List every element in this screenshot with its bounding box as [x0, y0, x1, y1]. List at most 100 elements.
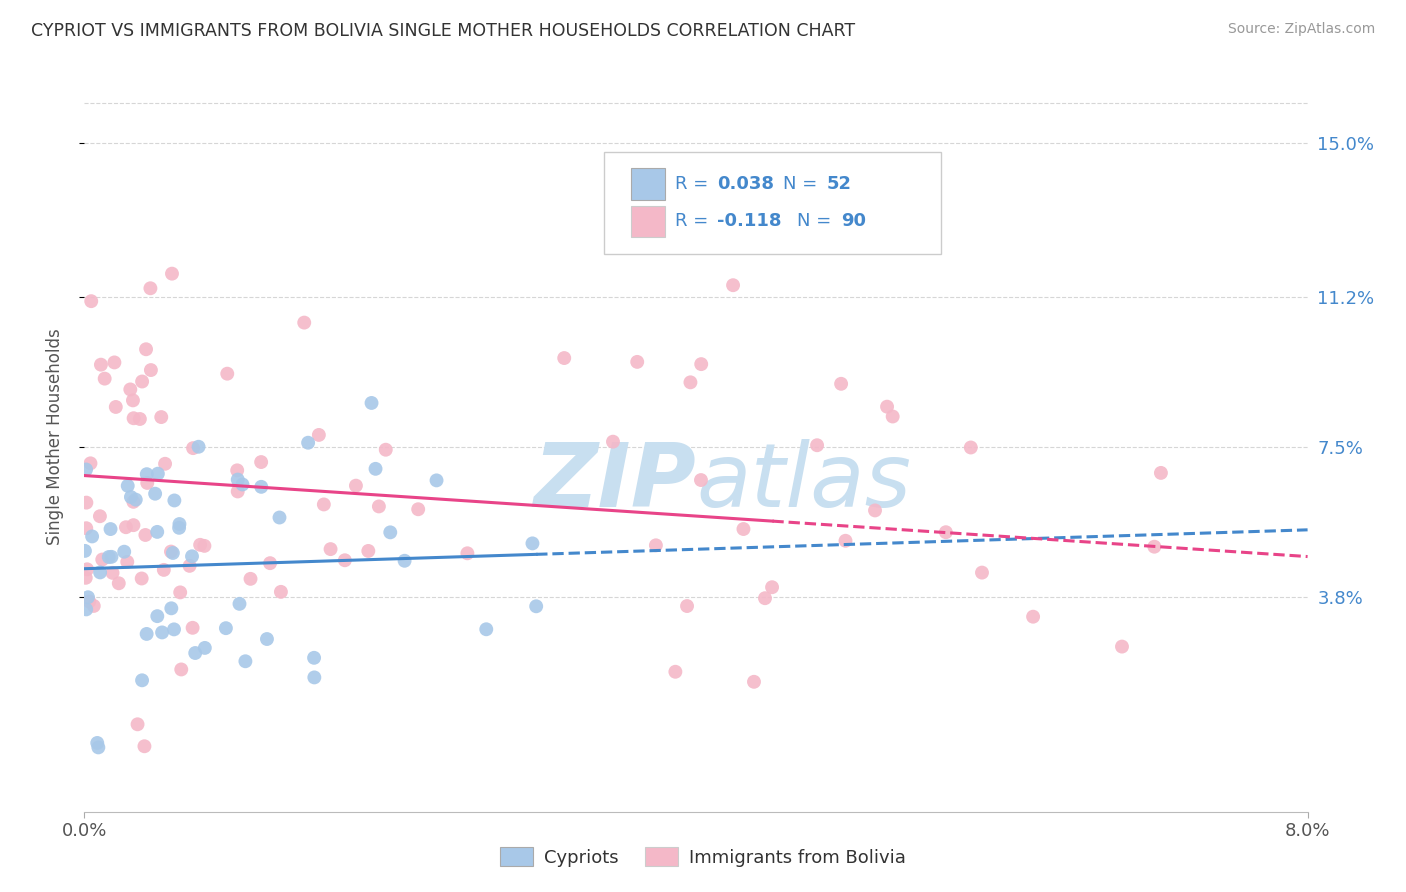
Point [127, 717, 149, 731]
Point [259, 556, 281, 570]
Point [270, 585, 292, 599]
Text: CYPRIOT VS IMMIGRANTS FROM BOLIVIA SINGLE MOTHER HOUSEHOLDS CORRELATION CHART: CYPRIOT VS IMMIGRANTS FROM BOLIVIA SINGL… [31, 22, 855, 40]
Point [150, 410, 173, 425]
Point [367, 500, 389, 514]
Point [136, 475, 159, 490]
Point [134, 528, 156, 542]
Point [169, 516, 191, 531]
Point [645, 538, 668, 552]
Point [1143, 540, 1166, 554]
Point [160, 601, 183, 615]
Point [302, 650, 325, 665]
Point [312, 498, 335, 512]
Point [181, 621, 204, 635]
Point [90, 358, 112, 372]
Point [128, 412, 150, 426]
Point [226, 463, 249, 477]
Point [112, 545, 135, 559]
Point [475, 622, 498, 636]
Point [228, 597, 250, 611]
Point [626, 355, 648, 369]
Point [134, 739, 156, 754]
Point [131, 572, 153, 586]
Point [146, 467, 169, 481]
Point [101, 566, 124, 580]
Point [553, 351, 575, 365]
Point [120, 383, 142, 397]
Point [194, 640, 217, 655]
Point [217, 367, 239, 381]
Point [77, 591, 100, 605]
FancyBboxPatch shape [605, 153, 941, 253]
Point [256, 632, 278, 646]
Point [1022, 609, 1045, 624]
Point [169, 585, 191, 599]
Point [167, 521, 190, 535]
Text: -0.118: -0.118 [717, 212, 782, 230]
Point [76, 562, 98, 576]
Point [239, 572, 262, 586]
Point [690, 357, 713, 371]
Point [75, 462, 97, 476]
Point [733, 522, 755, 536]
Point [319, 542, 342, 557]
Point [250, 480, 273, 494]
Point [115, 520, 138, 534]
Point [364, 462, 387, 476]
Text: ZIP: ZIP [533, 439, 696, 525]
Point [75, 521, 97, 535]
Point [139, 281, 162, 295]
Point [131, 673, 153, 688]
Point [91, 552, 114, 566]
Point [162, 546, 184, 560]
Point [97, 549, 120, 564]
Point [292, 316, 315, 330]
FancyBboxPatch shape [631, 205, 665, 237]
Point [75, 602, 97, 616]
Point [834, 533, 856, 548]
Legend: Cypriots, Immigrants from Bolivia: Cypriots, Immigrants from Bolivia [494, 840, 912, 874]
Point [524, 599, 547, 614]
Point [235, 654, 257, 668]
Point [87, 740, 110, 755]
Point [304, 670, 326, 684]
Point [676, 599, 699, 613]
Point [959, 441, 981, 455]
Point [135, 467, 157, 482]
Point [690, 473, 713, 487]
Point [269, 510, 291, 524]
Point [679, 376, 702, 390]
Point [406, 502, 429, 516]
Point [150, 625, 173, 640]
Text: N =: N = [783, 175, 823, 193]
Point [139, 363, 162, 377]
FancyBboxPatch shape [631, 168, 665, 200]
Point [297, 435, 319, 450]
Point [970, 566, 993, 580]
Point [135, 627, 157, 641]
Point [163, 493, 186, 508]
Point [143, 486, 166, 500]
Text: 52: 52 [827, 175, 852, 193]
Point [100, 522, 122, 536]
Point [754, 591, 776, 606]
Point [179, 558, 201, 573]
Point [935, 525, 957, 540]
Text: R =: R = [675, 175, 714, 193]
Point [107, 576, 129, 591]
Point [79, 594, 101, 608]
Point [170, 663, 193, 677]
Point [93, 371, 115, 385]
Point [86, 736, 108, 750]
Point [104, 400, 127, 414]
Point [522, 536, 544, 550]
Point [146, 524, 169, 539]
Point [882, 409, 904, 424]
Point [1150, 466, 1173, 480]
Point [664, 665, 686, 679]
Point [456, 546, 478, 560]
Point [120, 490, 142, 504]
Point [308, 428, 330, 442]
Point [89, 509, 111, 524]
Point [1111, 640, 1133, 654]
